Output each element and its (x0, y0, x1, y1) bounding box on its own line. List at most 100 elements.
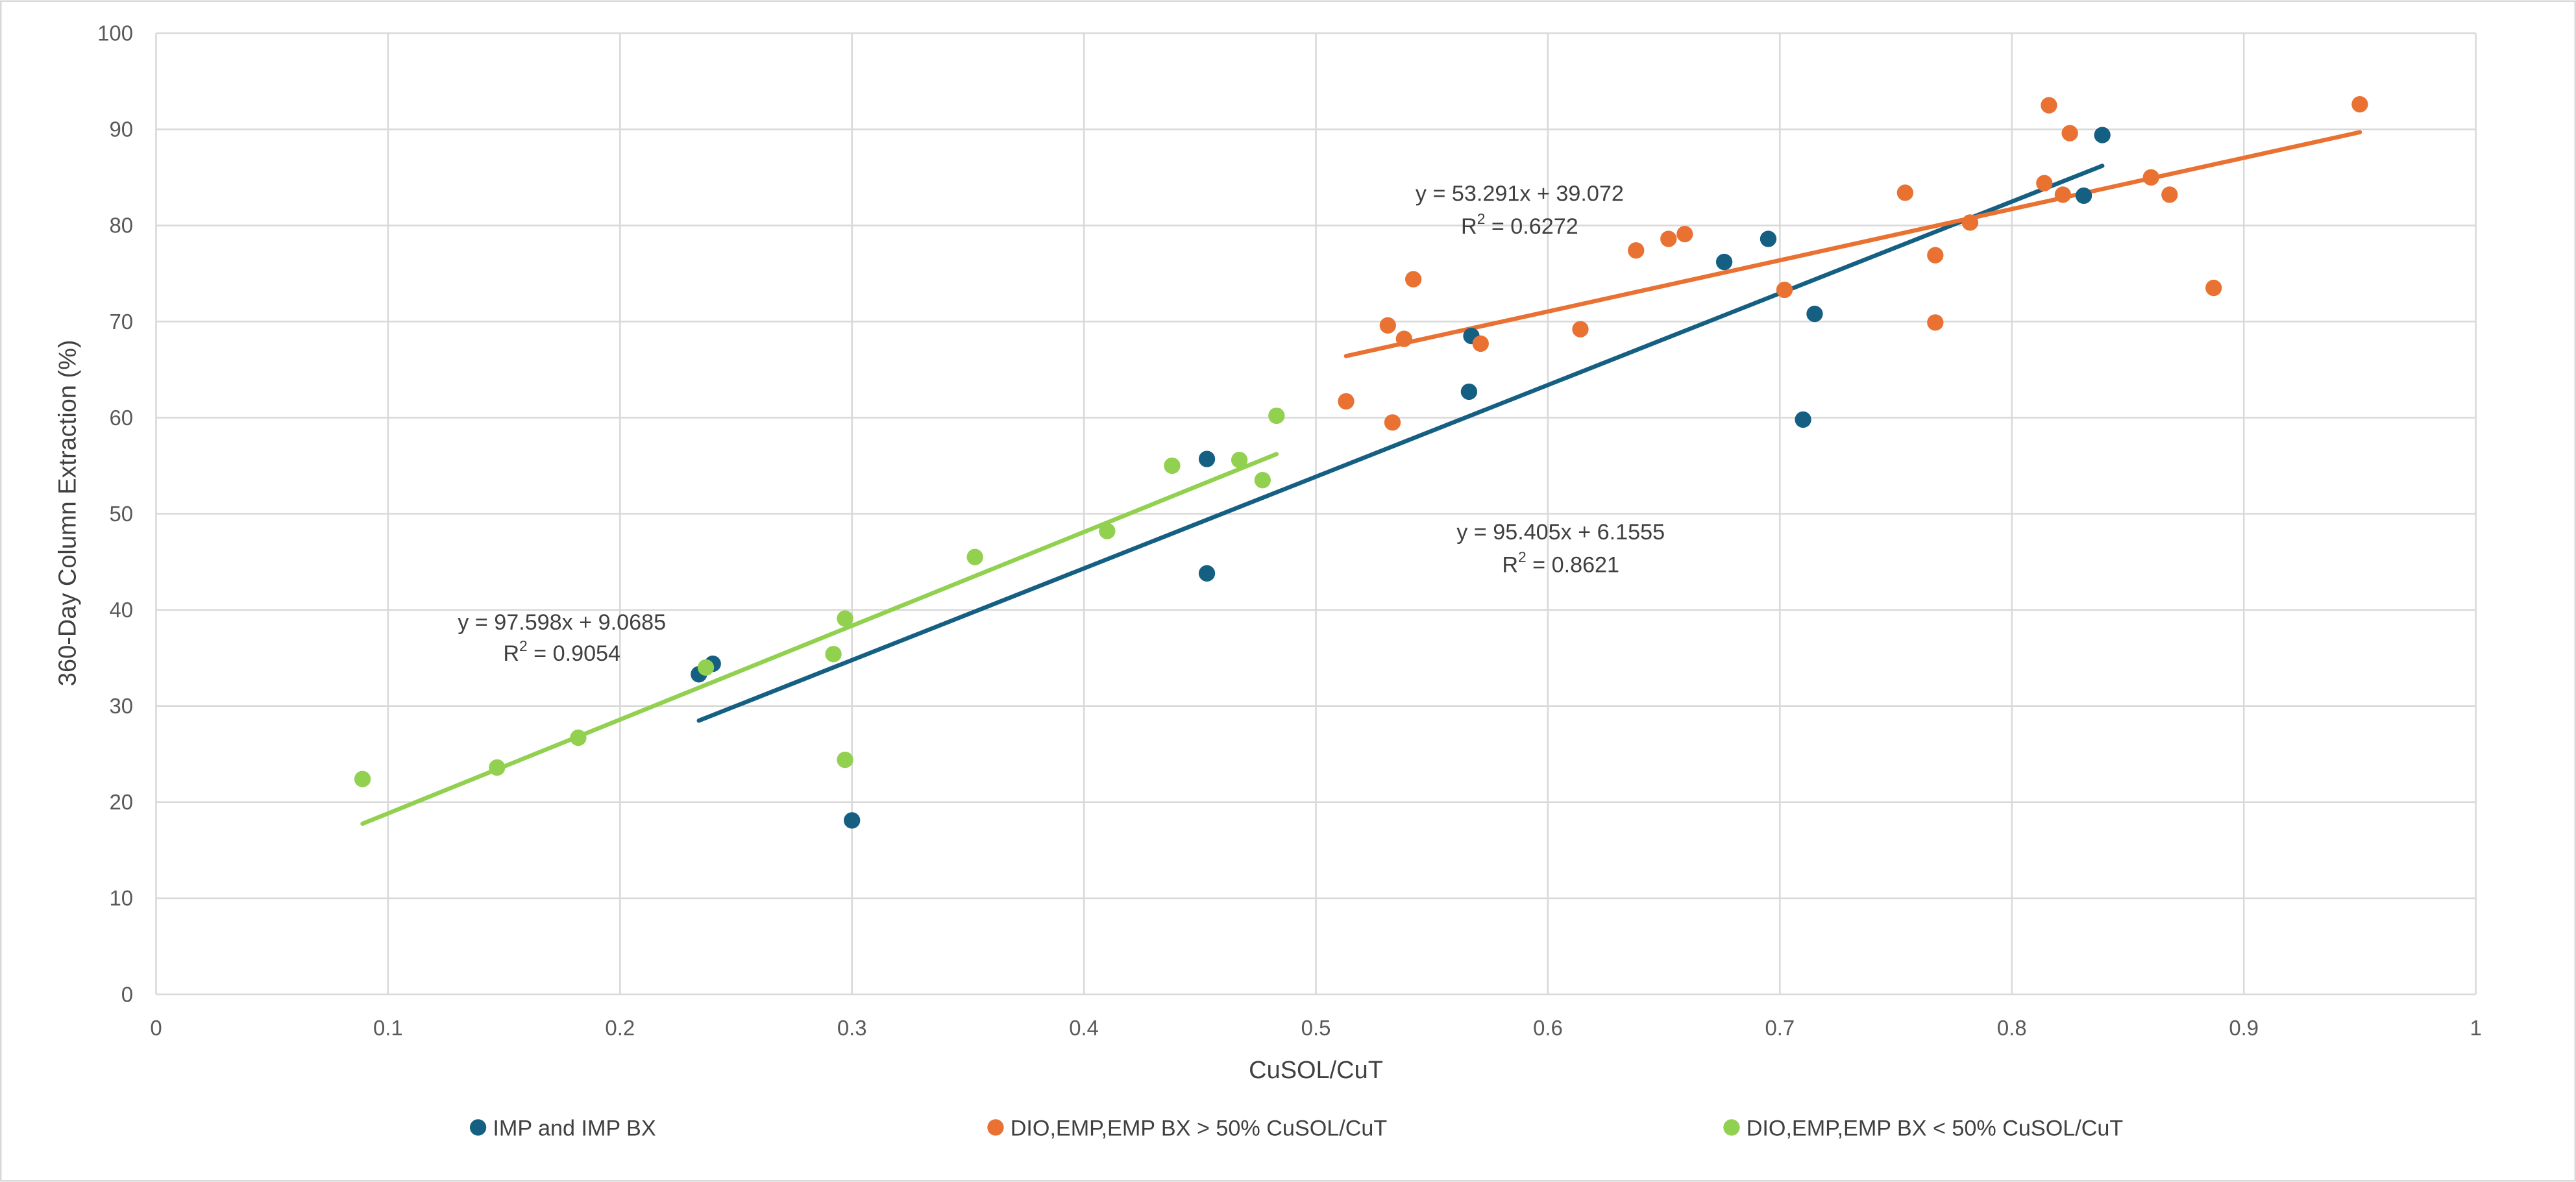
data-point-series-1 (1961, 214, 1979, 231)
y-tick-label: 70 (109, 310, 133, 334)
r2-label: R (1502, 552, 1518, 577)
data-point-series-1 (1628, 242, 1645, 259)
data-point-series-1 (1379, 317, 1396, 334)
r2-superscript: 2 (519, 637, 528, 654)
data-point-series-1 (1776, 281, 1793, 299)
legend-label-high: DIO,EMP,EMP BX > 50% CuSOL/CuT (1011, 1116, 1388, 1141)
green-trend-r2: R2 = 0.9054 (503, 637, 620, 666)
legend-marker-high (987, 1119, 1004, 1136)
data-point-series-2 (1099, 523, 1116, 539)
data-point-series-1 (2054, 186, 2072, 203)
data-point-series-1 (1384, 414, 1401, 431)
data-point-series-1 (1472, 335, 1489, 352)
y-tick-label: 80 (109, 214, 133, 238)
r2-superscript: 2 (1477, 210, 1486, 227)
blue-trend-r2: R2 = 0.8621 (1502, 548, 1619, 577)
y-tick-label: 60 (109, 406, 133, 430)
legend-label-low: DIO,EMP,EMP BX < 50% CuSOL/CuT (1747, 1116, 2124, 1141)
data-point-series-0 (844, 812, 861, 829)
green-trend-equation: y = 97.598x + 9.0685 (458, 610, 666, 635)
trendline-series-1 (1343, 130, 2362, 358)
data-point-series-0 (1460, 383, 1478, 400)
data-point-series-2 (837, 610, 853, 627)
data-point-series-0 (1760, 230, 1777, 247)
y-tick-label: 50 (109, 502, 133, 526)
data-points (354, 96, 2368, 829)
data-point-series-0 (2075, 187, 2092, 204)
y-tick-labels: 0 10 20 30 40 50 60 70 80 90 100 (97, 21, 133, 1007)
data-point-series-1 (1896, 184, 1914, 201)
y-tick-label: 30 (109, 694, 133, 718)
data-point-series-1 (2061, 125, 2078, 142)
legend: IMP and IMP BX DIO,EMP,EMP BX > 50% CuSO… (469, 1116, 2124, 1141)
y-tick-label: 20 (109, 790, 133, 814)
r2-label: R (503, 641, 519, 666)
trendlines (360, 130, 2362, 826)
data-point-series-1 (2041, 97, 2057, 114)
y-tick-label: 90 (109, 117, 133, 142)
data-point-series-1 (2161, 186, 2178, 203)
data-point-series-2 (489, 759, 506, 776)
data-point-series-2 (1231, 451, 1248, 469)
y-tick-label: 10 (109, 886, 133, 910)
r2-superscript: 2 (1518, 548, 1527, 565)
gridlines (155, 32, 2477, 996)
data-point-series-1 (1660, 230, 1677, 247)
data-point-series-2 (1164, 457, 1181, 474)
y-tick-label: 40 (109, 598, 133, 622)
data-point-series-0 (1198, 450, 1216, 467)
x-tick-label: 0.2 (605, 1016, 635, 1040)
data-point-series-0 (2094, 127, 2111, 143)
x-tick-label: 0.6 (1533, 1016, 1563, 1040)
data-point-series-2 (966, 548, 983, 565)
trendline-series-2 (360, 452, 1279, 826)
data-point-series-2 (354, 770, 371, 787)
legend-marker-imp (469, 1119, 487, 1136)
data-point-series-1 (1676, 225, 1693, 243)
x-tick-label: 0.5 (1301, 1016, 1331, 1040)
data-point-series-0 (1806, 305, 1823, 323)
data-point-series-1 (2036, 175, 2053, 191)
data-point-series-2 (1268, 407, 1285, 425)
data-point-series-2 (837, 751, 853, 769)
data-point-series-0 (1715, 253, 1733, 271)
blue-trend-equation: y = 95.405x + 6.1555 (1456, 520, 1665, 545)
data-point-series-1 (1927, 314, 1944, 331)
x-tick-label: 0.1 (373, 1016, 403, 1040)
data-point-series-1 (2205, 279, 2222, 297)
x-tick-label: 0.9 (2229, 1016, 2259, 1040)
x-tick-label: 0.4 (1069, 1016, 1099, 1040)
legend-label-imp: IMP and IMP BX (493, 1116, 656, 1141)
x-tick-label: 0.3 (837, 1016, 867, 1040)
data-point-series-1 (1395, 330, 1413, 347)
data-point-series-1 (2142, 169, 2159, 186)
x-tick-label: 0.7 (1765, 1016, 1795, 1040)
data-point-series-2 (570, 729, 587, 746)
trendline-labels: y = 53.291x + 39.072 R2 = 0.6272 y = 95.… (458, 181, 1665, 666)
data-point-series-0 (1795, 411, 1811, 428)
trendline-series-0 (696, 164, 2105, 723)
data-point-series-2 (697, 659, 715, 676)
data-point-series-1 (1927, 247, 1944, 264)
r2-label: R (1461, 214, 1477, 239)
data-point-series-2 (825, 646, 842, 663)
orange-trend-equation: y = 53.291x + 39.072 (1416, 181, 1624, 206)
data-point-series-1 (1572, 321, 1589, 338)
data-point-series-1 (2351, 96, 2368, 113)
x-tick-label: 0 (150, 1016, 162, 1040)
y-axis-title: 360-Day Column Extraction (%) (54, 339, 81, 686)
x-tick-label: 1 (2470, 1016, 2481, 1040)
data-point-series-2 (1254, 472, 1271, 489)
x-tick-labels: 0 0.1 0.2 0.3 0.4 0.5 0.6 0.7 0.8 0.9 1 (150, 1016, 2481, 1040)
orange-trend-r2: R2 = 0.6272 (1461, 210, 1578, 239)
legend-marker-low (1723, 1119, 1740, 1136)
r2-value: = 0.8621 (1527, 552, 1619, 577)
data-point-series-1 (1405, 271, 1422, 288)
data-point-series-1 (1338, 393, 1355, 410)
r2-value: = 0.6272 (1485, 214, 1578, 239)
data-point-series-0 (1198, 565, 1216, 582)
r2-value: = 0.9054 (528, 641, 620, 666)
y-tick-label: 100 (97, 21, 133, 45)
